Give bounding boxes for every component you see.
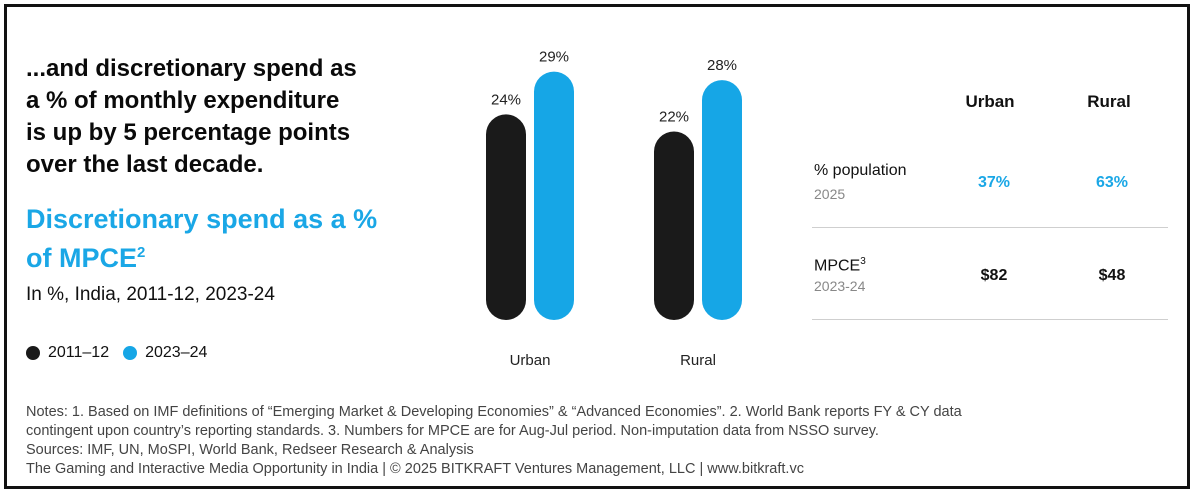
- table-header-rural: Rural: [1087, 92, 1131, 111]
- bar-urban-2023-24: [534, 71, 574, 320]
- headline-line: over the last decade.: [26, 151, 264, 178]
- legend-label: 2011–12: [48, 344, 110, 361]
- card-frame: [4, 4, 1190, 489]
- data-label: 28%: [707, 57, 737, 74]
- bar-urban-2011-12: [486, 114, 526, 321]
- table-header-urban: Urban: [965, 92, 1015, 111]
- category-label-urban: Urban: [510, 352, 551, 369]
- footnotes: Notes: 1. Based on IMF definitions of “E…: [26, 403, 1176, 479]
- bar-chart: 24% 29% Urban 22% 28% Rural: [486, 49, 742, 369]
- data-label: 29%: [539, 49, 569, 66]
- row-label-population: % population: [814, 162, 907, 179]
- legend-item-2011: 2011–12: [26, 344, 109, 362]
- cell-population-urban: 37%: [977, 174, 1011, 191]
- subtitle-line-1: Discretionary spend as a %: [26, 204, 378, 234]
- note-line: Notes: 1. Based on IMF definitions of “E…: [26, 404, 962, 420]
- bar-rural-2011-12: [654, 131, 694, 320]
- headline-line: is up by 5 percentage points: [26, 119, 351, 146]
- table-divider: [812, 319, 1168, 320]
- subtitle-line-2-text: of MPCE: [26, 243, 137, 273]
- legend: 2011–12 2023–24: [26, 344, 221, 362]
- category-label-rural: Rural: [680, 352, 716, 369]
- note-line: contingent upon country’s reporting stan…: [26, 423, 879, 439]
- row-label-mpce: MPCE3: [814, 256, 866, 275]
- table-divider: [812, 227, 1168, 228]
- legend-dot-icon: [123, 346, 138, 360]
- cell-mpce-rural: $48: [1098, 267, 1126, 284]
- headline-line: ...and discretionary spend as: [26, 55, 357, 82]
- note-line: The Gaming and Interactive Media Opportu…: [26, 461, 804, 477]
- legend-dot-icon: [26, 346, 40, 360]
- legend-label: 2023–24: [145, 344, 208, 361]
- footnote-marker: 2: [137, 244, 146, 261]
- row-sub-mpce: 2023-24: [814, 278, 866, 294]
- footnote-marker: 3: [860, 256, 866, 267]
- legend-item-2023: 2023–24: [123, 344, 207, 362]
- cell-mpce-urban: $82: [980, 267, 1008, 284]
- chart-description: In %, India, 2011-12, 2023-24: [26, 284, 275, 305]
- data-label: 24%: [491, 91, 521, 108]
- note-line: Sources: IMF, UN, MoSPI, World Bank, Red…: [26, 442, 474, 458]
- cell-population-rural: 63%: [1095, 174, 1129, 191]
- subtitle-line-2: of MPCE2: [26, 236, 446, 275]
- chart-subtitle: Discretionary spend as a % of MPCE2: [26, 203, 446, 275]
- data-label: 22%: [659, 109, 689, 126]
- bar-rural-2023-24: [702, 80, 742, 320]
- headline-line: a % of monthly expenditure: [26, 87, 340, 114]
- row-label-mpce-text: MPCE: [814, 257, 861, 275]
- headline: ...and discretionary spend as a % of mon…: [26, 53, 426, 181]
- row-sub-population: 2025: [814, 186, 846, 202]
